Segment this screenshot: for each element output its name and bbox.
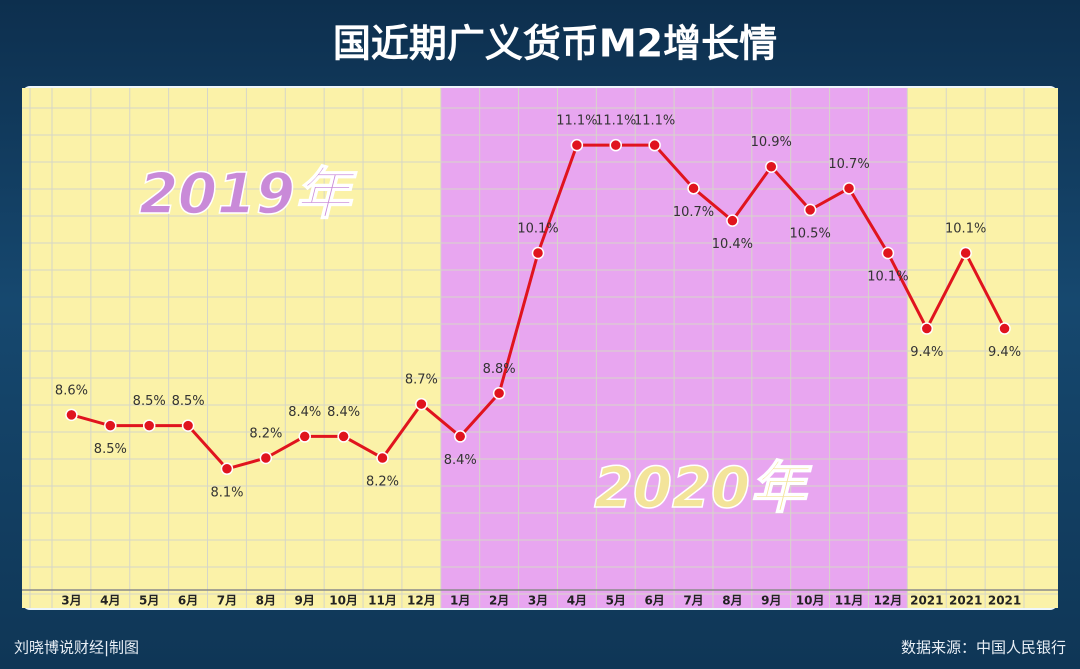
x-tick-label: 2021 bbox=[988, 594, 1021, 608]
x-tick-label: 7月 bbox=[217, 594, 237, 608]
x-tick-label: 1月 bbox=[450, 594, 470, 608]
x-tick-label: 7月 bbox=[683, 594, 703, 608]
chart-title: 国近期广义货币M2增长情 bbox=[333, 22, 777, 66]
data-point bbox=[648, 138, 661, 152]
data-point bbox=[181, 419, 195, 432]
data-label: 9.4% bbox=[988, 345, 1021, 360]
grid bbox=[22, 88, 1058, 608]
data-point bbox=[492, 387, 506, 400]
data-point bbox=[881, 246, 895, 260]
data-label: 10.5% bbox=[790, 226, 831, 241]
period-label: 2019年 bbox=[139, 162, 357, 227]
x-tick-label: 4月 bbox=[100, 594, 120, 608]
data-point bbox=[298, 430, 311, 443]
x-tick-label: 2021 bbox=[910, 594, 943, 608]
x-tick-label: 5月 bbox=[606, 594, 626, 608]
data-point bbox=[104, 419, 117, 432]
data-point bbox=[415, 397, 428, 411]
data-point bbox=[453, 430, 467, 443]
data-point bbox=[998, 322, 1011, 335]
x-tick-label: 12月 bbox=[407, 594, 436, 608]
data-point bbox=[803, 203, 817, 217]
data-label: 8.4% bbox=[444, 453, 477, 468]
x-tick-label: 5月 bbox=[139, 594, 159, 608]
x-tick-label: 11月 bbox=[368, 594, 397, 608]
data-label: 10.7% bbox=[828, 157, 869, 172]
data-label: 11.1% bbox=[556, 114, 597, 129]
data-label: 8.2% bbox=[249, 427, 282, 442]
data-label: 10.1% bbox=[517, 222, 558, 237]
x-tick-label: 9月 bbox=[761, 594, 781, 608]
data-label: 11.1% bbox=[634, 114, 675, 129]
data-label: 8.5% bbox=[133, 394, 166, 409]
x-tick-label: 8月 bbox=[256, 594, 276, 608]
period-label: 2020年 bbox=[594, 456, 812, 521]
data-label: 8.5% bbox=[172, 394, 205, 409]
x-tick-label: 6月 bbox=[178, 594, 198, 608]
data-point bbox=[142, 419, 156, 432]
band-2019 bbox=[22, 88, 441, 608]
x-tick-label: 10月 bbox=[796, 594, 825, 608]
data-label: 8.5% bbox=[94, 442, 127, 457]
footer-left: 刘晓博说财经|制图 bbox=[14, 639, 139, 657]
x-tick-label: 4月 bbox=[567, 594, 587, 608]
x-tick-label: 3月 bbox=[61, 594, 81, 608]
x-tick-label: 6月 bbox=[644, 594, 664, 608]
x-tick-label: 9月 bbox=[295, 594, 315, 608]
data-label: 8.8% bbox=[483, 362, 516, 377]
data-label: 11.1% bbox=[595, 114, 636, 129]
data-label: 8.2% bbox=[366, 475, 399, 490]
data-label: 10.9% bbox=[751, 135, 792, 150]
data-label: 9.4% bbox=[910, 345, 943, 360]
data-point bbox=[65, 408, 78, 422]
x-tick-label: 2021 bbox=[949, 594, 982, 608]
data-point bbox=[920, 322, 934, 335]
data-point bbox=[337, 430, 350, 443]
data-label: 8.4% bbox=[327, 405, 360, 420]
data-label: 10.1% bbox=[945, 222, 986, 237]
data-label: 10.4% bbox=[712, 237, 753, 252]
data-point bbox=[765, 160, 778, 173]
data-point bbox=[687, 182, 700, 195]
data-label: 10.7% bbox=[673, 205, 714, 220]
x-tick-label: 11月 bbox=[835, 594, 864, 608]
x-tick-label: 12月 bbox=[874, 594, 903, 608]
x-tick-label: 3月 bbox=[528, 594, 548, 608]
x-tick-label: 2月 bbox=[489, 594, 509, 608]
data-label: 8.6% bbox=[55, 383, 88, 398]
footer-right: 数据来源：中国人民银行 bbox=[901, 639, 1066, 657]
data-point bbox=[259, 451, 273, 465]
data-label: 8.1% bbox=[210, 485, 243, 500]
data-point bbox=[570, 138, 584, 152]
data-point bbox=[220, 462, 234, 476]
band-2021 bbox=[907, 88, 1058, 608]
x-tick-label: 10月 bbox=[329, 594, 358, 608]
data-point bbox=[531, 246, 545, 260]
data-label: 10.1% bbox=[867, 270, 908, 285]
data-point bbox=[609, 138, 623, 152]
data-point bbox=[842, 182, 856, 195]
data-label: 8.7% bbox=[405, 373, 438, 388]
data-point bbox=[376, 451, 389, 465]
data-label: 8.4% bbox=[288, 405, 321, 420]
data-point bbox=[726, 214, 739, 227]
data-point bbox=[959, 246, 972, 260]
x-tick-label: 8月 bbox=[722, 594, 742, 608]
